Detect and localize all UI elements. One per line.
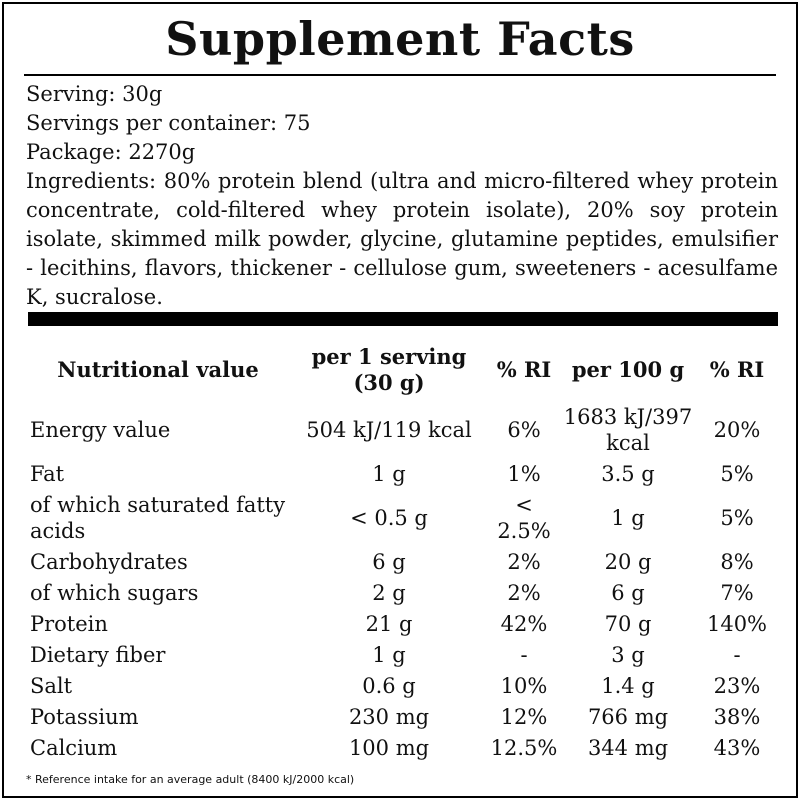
table-row: Fat 1 g 1% 3.5 g 5% <box>26 459 778 490</box>
cell-per-serving: 230 mg <box>348 705 430 729</box>
cell-ri-serving: 6% <box>507 418 541 442</box>
cell-ri-100g: - <box>733 643 741 667</box>
cell-name: Potassium <box>30 705 139 729</box>
table-row: Salt 0.6 g 10% 1.4 g 23% <box>26 671 778 702</box>
cell-per-100g: 1683 kJ/397 kcal <box>563 405 693 455</box>
serving-size: Serving: 30g <box>26 82 163 106</box>
cell-name: of which sugars <box>30 581 199 605</box>
table-row: of which sugars 2 g 2% 6 g 7% <box>26 578 778 609</box>
header-ri-serving: % RI <box>496 357 552 382</box>
table-row: Carbohydrates 6 g 2% 20 g 8% <box>26 547 778 578</box>
cell-name: Calcium <box>30 736 118 760</box>
cell-per-serving: 100 mg <box>348 736 430 760</box>
servings-per-container: Servings per container: 75 <box>26 111 311 135</box>
table-row: Energy value 504 kJ/119 kcal 6% 1683 kJ/397… <box>26 402 778 459</box>
table-row: Calcium 100 mg 12.5% 344 mg 43% <box>26 733 778 764</box>
table-row: of which saturated fatty acids < 0.5 g < 2… <box>26 490 778 547</box>
cell-per-100g: 766 mg <box>587 705 669 729</box>
cell-ri-serving: - <box>520 643 528 667</box>
table-row: Potassium 230 mg 12% 766 mg 38% <box>26 702 778 733</box>
cell-ri-serving: 12% <box>500 705 548 729</box>
cell-name: Salt <box>30 674 73 698</box>
cell-ri-100g: 7% <box>720 581 754 605</box>
ingredients-text: Ingredients: 80% protein blend (ultra an… <box>26 169 778 309</box>
cell-per-100g: 6 g <box>611 581 645 605</box>
cell-ri-100g: 20% <box>713 418 761 442</box>
cell-ri-serving: 1% <box>507 462 541 486</box>
header-per-100g: per 100 g <box>571 357 685 382</box>
cell-per-100g: 3.5 g <box>601 462 655 486</box>
cell-ri-100g: 140% <box>706 612 768 636</box>
section-divider <box>28 312 778 326</box>
cell-name: Protein <box>30 612 108 636</box>
cell-name: Energy value <box>30 418 171 442</box>
cell-per-100g: 3 g <box>611 643 645 667</box>
cell-ri-serving: 12.5% <box>490 736 558 760</box>
cell-per-100g: 1.4 g <box>601 674 655 698</box>
cell-ri-serving: 2% <box>507 550 541 574</box>
label-title: Supplement Facts <box>165 12 635 66</box>
cell-per-serving: 1 g <box>372 643 406 667</box>
cell-per-serving: 1 g <box>372 462 406 486</box>
cell-ri-100g: 8% <box>720 550 754 574</box>
nutrition-table-body: Energy value 504 kJ/119 kcal 6% 1683 kJ/397… <box>26 402 778 764</box>
product-info: Serving: 30g Servings per container: 75 … <box>26 80 778 312</box>
header-nutritional-value: Nutritional value <box>57 357 259 382</box>
cell-per-100g: 344 mg <box>587 736 669 760</box>
package-size: Package: 2270g <box>26 140 196 164</box>
table-row: Dietary fiber 1 g - 3 g - <box>26 640 778 671</box>
cell-per-100g: 70 g <box>604 612 652 636</box>
cell-ri-100g: 5% <box>720 506 754 530</box>
table-header-row: Nutritional value per 1 serving (30 g) %… <box>26 340 778 402</box>
header-ri-100g: % RI <box>709 357 765 382</box>
cell-name: Fat <box>30 462 65 486</box>
cell-ri-serving: 42% <box>500 612 548 636</box>
cell-name: Carbohydrates <box>30 550 188 574</box>
footnote: * Reference intake for an average adult … <box>26 773 355 786</box>
cell-per-serving: 2 g <box>372 581 406 605</box>
cell-per-serving: 6 g <box>372 550 406 574</box>
cell-per-serving: < 0.5 g <box>350 506 428 530</box>
cell-per-serving: 0.6 g <box>362 674 416 698</box>
cell-ri-100g: 5% <box>720 462 754 486</box>
cell-name: of which saturated fatty acids <box>30 493 286 543</box>
cell-ri-100g: 38% <box>713 705 761 729</box>
nutrition-table: Nutritional value per 1 serving (30 g) %… <box>26 340 778 764</box>
table-row: Protein 21 g 42% 70 g 140% <box>26 609 778 640</box>
cell-ri-serving: < 2.5% <box>497 493 551 543</box>
cell-per-serving: 504 kJ/119 kcal <box>306 418 472 442</box>
cell-ri-serving: 10% <box>500 674 548 698</box>
cell-ri-100g: 23% <box>713 674 761 698</box>
title-divider <box>24 74 776 76</box>
cell-ri-serving: 2% <box>507 581 541 605</box>
cell-ri-100g: 43% <box>713 736 761 760</box>
cell-per-100g: 20 g <box>604 550 652 574</box>
header-per-serving: per 1 serving (30 g) <box>311 344 467 395</box>
cell-name: Dietary fiber <box>30 643 166 667</box>
cell-per-serving: 21 g <box>365 612 413 636</box>
cell-per-100g: 1 g <box>611 506 645 530</box>
